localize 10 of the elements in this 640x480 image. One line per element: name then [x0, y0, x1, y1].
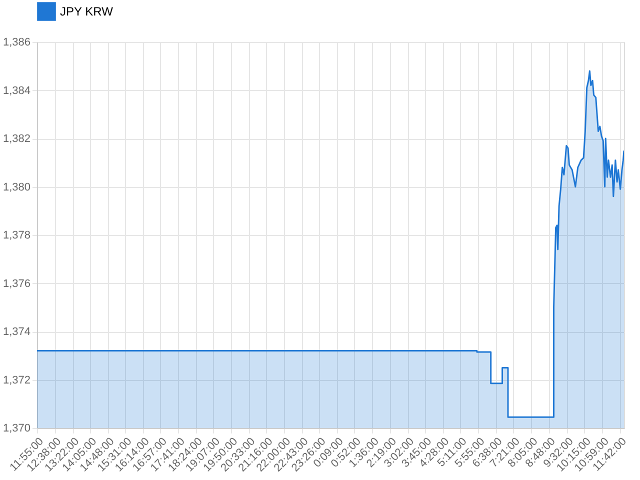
y-tick-label: 1,386	[2, 36, 30, 48]
y-tick-label: 1,382	[2, 133, 30, 145]
y-tick-label: 1,372	[2, 374, 30, 386]
y-tick-label: 1,370	[2, 422, 30, 434]
y-tick-label: 1,376	[2, 278, 30, 290]
legend-label: JPY KRW	[60, 4, 114, 18]
y-tick-label: 1,374	[2, 326, 30, 338]
y-tick-label: 1,384	[2, 84, 30, 97]
y-tick-label: 1,378	[2, 230, 30, 242]
y-tick-label: 1,380	[2, 181, 30, 194]
